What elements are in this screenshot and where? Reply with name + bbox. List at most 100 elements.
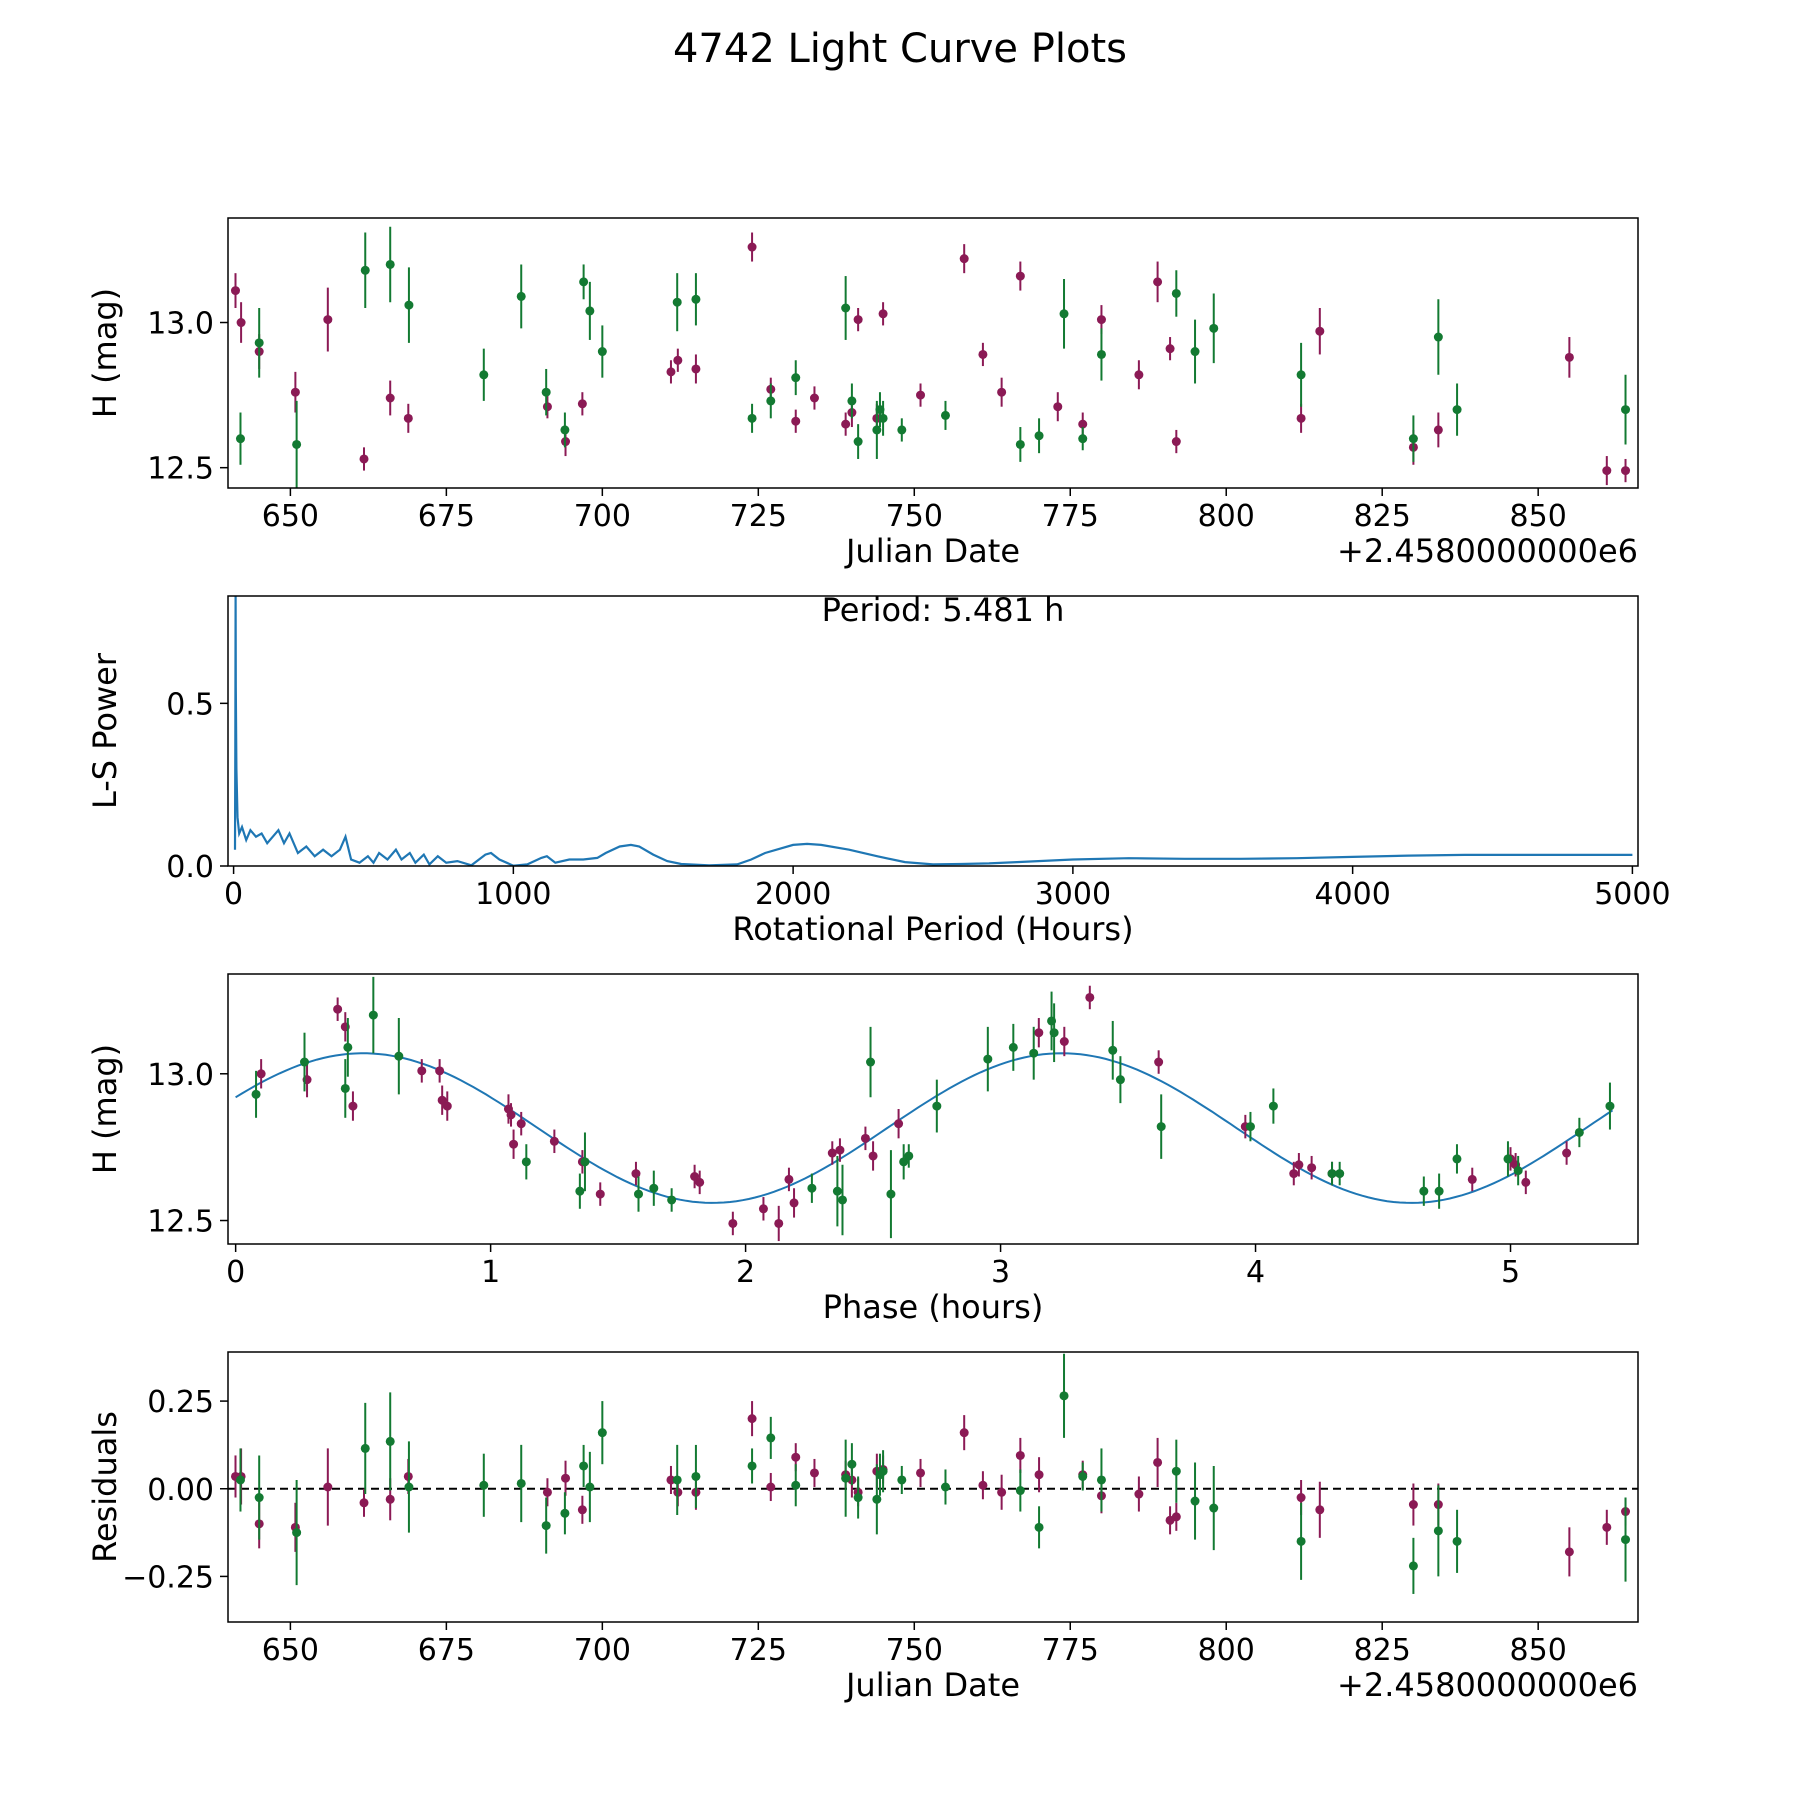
data-point: [385, 1494, 395, 1504]
data-point: [1059, 309, 1069, 319]
data-point: [403, 413, 413, 423]
data-point: [1171, 1466, 1181, 1476]
data-point: [1134, 1489, 1144, 1499]
x-tick-label: 4000: [1314, 877, 1390, 912]
y-axis-label: H (mag): [86, 1044, 124, 1174]
y-axis-label: H (mag): [86, 288, 124, 418]
x-tick-label: 725: [730, 499, 787, 534]
data-point: [1564, 1547, 1574, 1557]
data-point: [580, 1157, 590, 1167]
data-point: [343, 1042, 353, 1052]
data-point: [442, 1101, 452, 1111]
data-point: [1307, 1163, 1317, 1173]
x-tick-label: 825: [1354, 1633, 1411, 1668]
data-point: [299, 1057, 309, 1067]
y-tick-label: 12.5: [147, 452, 214, 487]
plot-area: [230, 226, 1631, 488]
data-point: [978, 349, 988, 359]
data-point: [516, 291, 526, 301]
data-point: [866, 1057, 876, 1067]
panel-phased-curve: 0 1 2 3 4 5 12.5 13.0 Phase (hours) H (mag): [86, 973, 1639, 1326]
x-tick-label: 675: [418, 1633, 475, 1668]
plot-area: [235, 976, 1615, 1242]
data-point: [841, 419, 851, 429]
panel-periodogram: 0 1000 2000 3000 4000 5000 0.0 0.5 Rotational Pe…: [86, 591, 1671, 948]
data-point: [672, 1475, 682, 1485]
panel-light-curve: 650 675 700 725 750 775 800 825 850 12.5 13.0 Julia…: [86, 217, 1639, 570]
data-point: [1574, 1127, 1584, 1137]
data-point: [333, 1004, 343, 1014]
data-point: [1602, 466, 1612, 476]
x-tick-label: 2000: [755, 877, 831, 912]
data-point: [1327, 1169, 1337, 1179]
data-point: [997, 1487, 1007, 1497]
x-axis-label: Rotational Period (Hours): [732, 910, 1133, 948]
x-tick-label: 3000: [1035, 877, 1111, 912]
data-point: [894, 1119, 904, 1129]
data-point: [577, 399, 587, 409]
x-tick-label: 0: [224, 877, 243, 912]
x-tick-label: 1: [481, 1255, 500, 1290]
data-point: [747, 242, 757, 252]
data-point: [1296, 1493, 1306, 1503]
data-point: [649, 1183, 659, 1193]
periodogram-line: [233, 596, 1633, 866]
data-point: [1521, 1177, 1531, 1187]
x-tick-label: 675: [418, 499, 475, 534]
data-point: [579, 277, 589, 287]
x-tick-label: 775: [1042, 1633, 1099, 1668]
x-tick-label: 800: [1198, 1633, 1255, 1668]
data-point: [667, 1195, 677, 1205]
data-point: [521, 1157, 531, 1167]
data-point: [1015, 271, 1025, 281]
plot-area: [233, 596, 1633, 866]
data-point: [561, 1473, 571, 1483]
data-point: [791, 1480, 801, 1490]
data-point: [666, 367, 676, 377]
data-point: [368, 1010, 378, 1020]
data-point: [360, 1443, 370, 1453]
x-axis-label: Phase (hours): [823, 1288, 1044, 1326]
data-point: [959, 1428, 969, 1438]
data-point: [807, 1183, 817, 1193]
x-tick-label: 0: [226, 1255, 245, 1290]
axes-frame: [227, 973, 1639, 1245]
data-point: [1034, 1028, 1044, 1038]
y-tick-label: 12.5: [147, 1205, 214, 1240]
data-point: [841, 303, 851, 313]
data-point: [385, 259, 395, 269]
data-point: [1096, 315, 1106, 325]
x-tick-label: 1000: [475, 877, 551, 912]
data-point: [290, 387, 300, 397]
data-point: [916, 1468, 926, 1478]
data-point: [509, 1139, 519, 1149]
data-point: [1034, 1470, 1044, 1480]
data-point: [1190, 1496, 1200, 1506]
data-point: [1078, 1471, 1088, 1481]
data-point: [1315, 1505, 1325, 1515]
data-point: [1165, 344, 1175, 354]
x-tick-label: 5: [1501, 1255, 1520, 1290]
x-tick-label: 650: [262, 1633, 319, 1668]
data-point: [1153, 277, 1163, 287]
x-tick-label: 700: [574, 1633, 631, 1668]
data-point: [691, 294, 701, 304]
data-point: [394, 1051, 404, 1061]
data-point: [766, 1482, 776, 1492]
data-point: [542, 1487, 552, 1497]
data-point: [868, 1151, 878, 1161]
data-point: [897, 425, 907, 435]
data-point: [1562, 1148, 1572, 1158]
x-axis-label: Julian Date: [844, 1666, 1020, 1704]
data-point: [1154, 1057, 1164, 1067]
data-point: [404, 300, 414, 310]
data-point: [878, 1466, 888, 1476]
data-point: [1296, 370, 1306, 380]
data-point: [479, 370, 489, 380]
data-point: [932, 1101, 942, 1111]
data-point: [1049, 1028, 1059, 1038]
data-point: [385, 393, 395, 403]
data-point: [1034, 1522, 1044, 1532]
data-point: [1015, 439, 1025, 449]
data-point: [323, 1482, 333, 1492]
